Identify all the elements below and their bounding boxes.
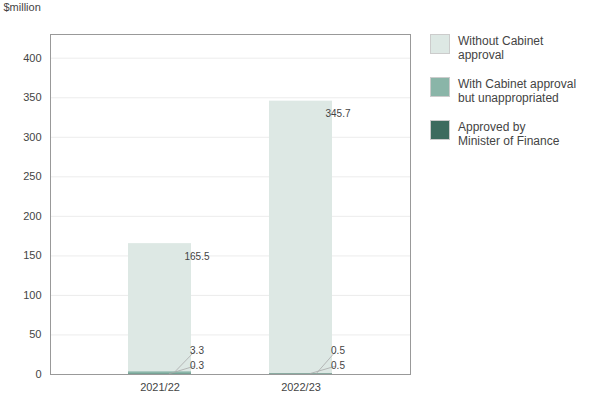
svg-text:300: 300 [23, 131, 41, 143]
svg-text:2022/23: 2022/23 [281, 381, 321, 393]
svg-text:100: 100 [23, 289, 41, 301]
html-text:With Cabinet approval but unap: With Cabinet approval but unappropriated [458, 76, 577, 106]
svg-text:2021/22: 2021/22 [140, 381, 180, 393]
svg-text:50: 50 [29, 328, 41, 340]
svg-text:200: 200 [23, 210, 41, 222]
svg-text:150: 150 [23, 249, 41, 261]
svg-text:0.3: 0.3 [190, 360, 204, 371]
svg-text:0: 0 [35, 368, 41, 380]
svg-text:400: 400 [23, 52, 41, 64]
svg-text:3.3: 3.3 [190, 345, 204, 356]
svg-text:0.5: 0.5 [331, 345, 345, 356]
svg-text:345.7: 345.7 [325, 108, 350, 119]
svg-text:$million: $million [4, 1, 41, 13]
svg-text:250: 250 [23, 170, 41, 182]
svg-text:165.5: 165.5 [184, 251, 209, 262]
svg-text:0.5: 0.5 [331, 360, 345, 371]
html-text:Without Cabinet approval: Without Cabinet approval [458, 34, 544, 63]
svg-text:350: 350 [23, 91, 41, 103]
html-text:Approved by Minister of Financ: Approved by Minister of Finance [458, 119, 560, 148]
